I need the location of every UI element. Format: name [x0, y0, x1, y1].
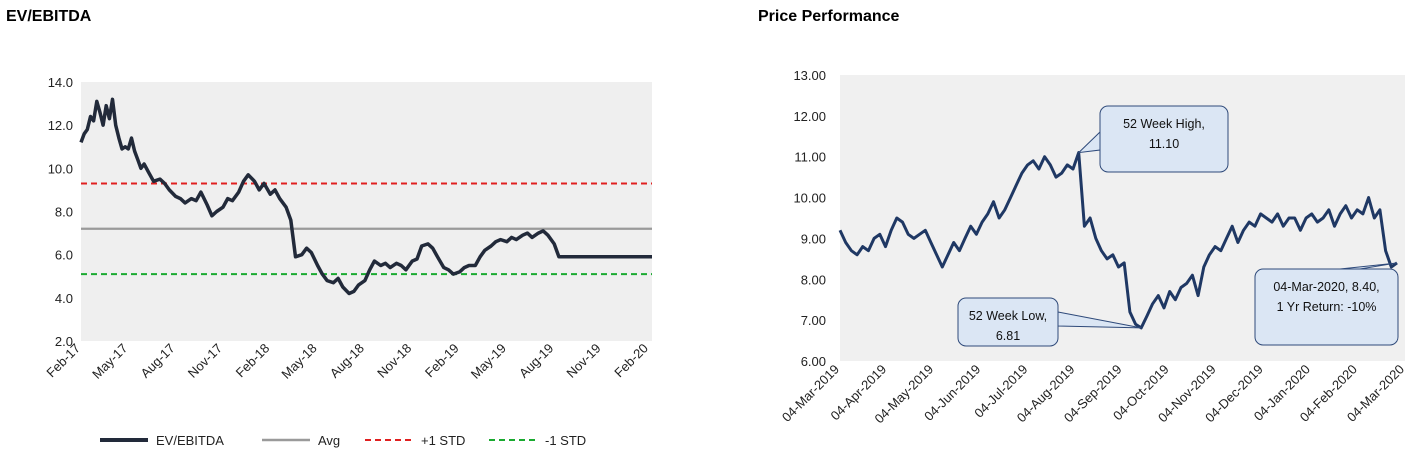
callout-text: 52 Week High,	[1123, 117, 1205, 131]
callout-52-week-high: 52 Week High, 11.10	[1077, 105, 1229, 173]
x-tick-label: 04-Aug-2019	[1014, 362, 1078, 426]
y-tick-label: 9.00	[801, 231, 826, 246]
x-tick-label: Nov-17	[185, 341, 225, 381]
legend-label: Avg	[318, 433, 340, 448]
callout-box	[1099, 105, 1229, 173]
x-tick-label: 04-Oct-2019	[1110, 362, 1172, 424]
x-tick-label: 04-Feb-2020	[1297, 362, 1360, 425]
callout-pointer	[1339, 262, 1398, 270]
x-tick-label: 04-May-2019	[872, 362, 937, 427]
callout-text: 6.81	[996, 329, 1020, 343]
price-series-line	[838, 151, 1398, 330]
callout-box	[1254, 268, 1399, 346]
y-tick-label: 10.00	[793, 191, 826, 206]
y-tick-label: 2.0	[55, 334, 73, 349]
x-tick-label: Nov-19	[563, 341, 603, 381]
plot-area	[840, 75, 1405, 361]
y-tick-label: 11.00	[794, 150, 826, 165]
callout-52-week-low: 52 Week Low, 6.81	[957, 297, 1142, 347]
price-performance-title: Price Performance	[758, 8, 900, 25]
callout-box	[957, 297, 1059, 347]
x-tick-label: 04-Mar-2019	[779, 362, 842, 425]
x-tick-label: 04-Jun-2019	[921, 362, 983, 424]
callout-text: 04-Mar-2020, 8.40,	[1273, 280, 1379, 294]
y-tick-label: 10.0	[48, 161, 73, 176]
x-tick-label: May-17	[89, 341, 130, 382]
x-tick-label: Nov-18	[374, 341, 414, 381]
x-tick-label: 04-Apr-2019	[827, 362, 889, 424]
x-tick-label: May-18	[278, 341, 319, 382]
x-tick-label: Feb-20	[611, 341, 651, 381]
ev-ebitda-title: EV/EBITDA	[6, 8, 92, 25]
x-tick-label: Aug-19	[516, 341, 556, 381]
y-tick-label: 12.00	[793, 109, 826, 124]
x-tick-label: Aug-17	[138, 341, 178, 381]
x-tick-label: Aug-18	[327, 341, 367, 381]
y-tick-label: 12.0	[48, 118, 73, 133]
legend-label: EV/EBITDA	[156, 433, 224, 448]
x-tick-label: 04-Mar-2020	[1344, 362, 1407, 425]
callout-text: 52 Week Low,	[969, 309, 1047, 323]
y-tick-label: 7.00	[801, 313, 826, 328]
x-tick-label: 04-Jan-2020	[1251, 362, 1313, 424]
legend-label: -1 STD	[545, 433, 586, 448]
plot-area	[81, 82, 652, 341]
x-tick-label: May-19	[468, 341, 509, 382]
ev-ebitda-series-line	[79, 97, 652, 296]
y-tick-label: 14.0	[48, 75, 73, 90]
x-tick-label: 04-Jul-2019	[971, 362, 1030, 421]
y-tick-label: 8.0	[55, 205, 73, 220]
callout-latest-return: 04-Mar-2020, 8.40, 1 Yr Return: -10%	[1254, 262, 1399, 346]
x-tick-label: Feb-19	[422, 341, 462, 381]
x-tick-label: 04-Nov-2019	[1155, 362, 1219, 426]
y-tick-label: 8.00	[801, 272, 826, 287]
legend-label: +1 STD	[421, 433, 465, 448]
y-tick-label: 4.0	[55, 291, 73, 306]
x-tick-label: Feb-18	[233, 341, 273, 381]
x-tick-label: 04-Sep-2019	[1061, 362, 1125, 426]
callout-text: 1 Yr Return: -10%	[1277, 300, 1377, 314]
y-tick-label: 6.0	[55, 248, 73, 263]
callout-pointer	[1057, 311, 1142, 329]
callout-text: 11.10	[1149, 137, 1179, 151]
callout-pointer	[1077, 130, 1101, 154]
y-tick-label: 6.00	[801, 354, 826, 369]
y-tick-label: 13.00	[793, 68, 826, 83]
x-tick-label: 04-Dec-2019	[1202, 362, 1266, 426]
